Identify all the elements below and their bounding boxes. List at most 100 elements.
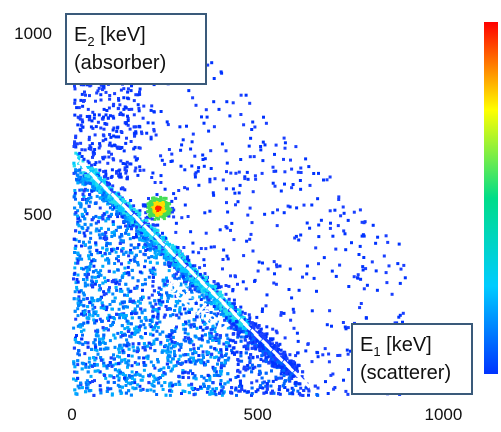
data-point <box>90 284 94 288</box>
data-point <box>222 298 225 302</box>
data-point <box>225 309 229 312</box>
data-point <box>82 321 86 325</box>
data-point <box>196 388 200 391</box>
data-point <box>137 236 141 240</box>
data-point <box>105 247 109 251</box>
data-point <box>230 324 234 328</box>
data-point <box>136 383 140 387</box>
data-point <box>246 328 249 332</box>
data-point <box>244 368 248 372</box>
data-point <box>141 229 145 233</box>
data-point <box>231 319 235 323</box>
data-point <box>196 287 200 291</box>
data-point <box>184 322 188 326</box>
data-point <box>140 231 144 235</box>
data-point <box>225 347 229 351</box>
data-point <box>105 242 109 245</box>
data-point <box>179 342 183 346</box>
data-point <box>76 301 80 305</box>
data-point <box>121 349 125 353</box>
data-point <box>231 315 235 319</box>
data-point <box>170 259 173 263</box>
data-point <box>267 379 271 383</box>
data-point <box>88 356 92 360</box>
data-point <box>124 305 128 309</box>
data-point <box>169 360 173 364</box>
data-point <box>168 202 172 206</box>
data-point <box>104 180 108 184</box>
data-point <box>271 358 275 362</box>
data-point <box>155 337 159 341</box>
data-point <box>177 316 181 320</box>
data-point <box>158 299 162 302</box>
data-point <box>87 360 91 364</box>
data-point <box>208 294 212 298</box>
data-point <box>226 319 230 323</box>
data-point <box>97 186 101 190</box>
data-point <box>159 367 163 371</box>
data-point <box>78 188 82 192</box>
data-point <box>253 365 257 369</box>
data-point <box>92 178 96 182</box>
data-point <box>91 303 95 307</box>
data-point <box>124 224 128 228</box>
data-point <box>174 382 178 386</box>
data-point <box>256 355 259 359</box>
data-point <box>94 333 98 337</box>
data-point <box>259 386 263 389</box>
data-point <box>74 340 78 344</box>
data-point <box>92 258 96 262</box>
data-point <box>225 333 229 337</box>
data-point <box>199 303 203 307</box>
data-point <box>125 319 129 323</box>
data-point <box>177 374 181 378</box>
data-point <box>265 387 269 391</box>
data-point <box>102 333 106 337</box>
data-point <box>112 381 116 384</box>
data-point <box>217 320 221 324</box>
data-point <box>174 259 178 262</box>
data-point <box>79 289 83 293</box>
data-point <box>138 384 142 388</box>
data-point <box>82 297 86 301</box>
data-point <box>208 300 212 304</box>
data-point <box>291 388 295 392</box>
data-point <box>192 393 196 397</box>
data-point <box>141 295 145 299</box>
data-point <box>122 219 126 223</box>
data-point <box>127 290 131 294</box>
data-point <box>242 317 246 321</box>
data-point <box>81 198 85 201</box>
data-point <box>92 187 96 191</box>
data-point <box>99 215 103 219</box>
data-point <box>136 246 140 250</box>
data-point <box>159 296 163 300</box>
data-point <box>143 237 147 241</box>
data-point <box>85 275 89 279</box>
data-point <box>168 264 172 268</box>
data-point <box>218 391 221 395</box>
data-point <box>228 319 232 323</box>
data-point <box>102 191 106 195</box>
data-point <box>213 389 217 393</box>
data-point <box>117 195 121 199</box>
data-point <box>194 282 198 286</box>
data-point <box>188 287 192 291</box>
data-point <box>161 300 165 304</box>
data-point <box>153 299 157 303</box>
data-point <box>242 330 246 334</box>
data-point <box>110 235 114 238</box>
data-point <box>283 386 287 389</box>
data-point <box>181 371 185 375</box>
data-point <box>163 313 167 317</box>
data-point <box>73 193 77 197</box>
data-point <box>280 361 283 365</box>
data-point <box>230 351 234 355</box>
data-point <box>255 325 259 329</box>
data-point <box>278 385 282 388</box>
data-point <box>112 270 116 274</box>
data-point <box>210 295 214 299</box>
data-point <box>170 281 174 285</box>
data-point <box>76 181 80 185</box>
data-point <box>232 302 236 306</box>
